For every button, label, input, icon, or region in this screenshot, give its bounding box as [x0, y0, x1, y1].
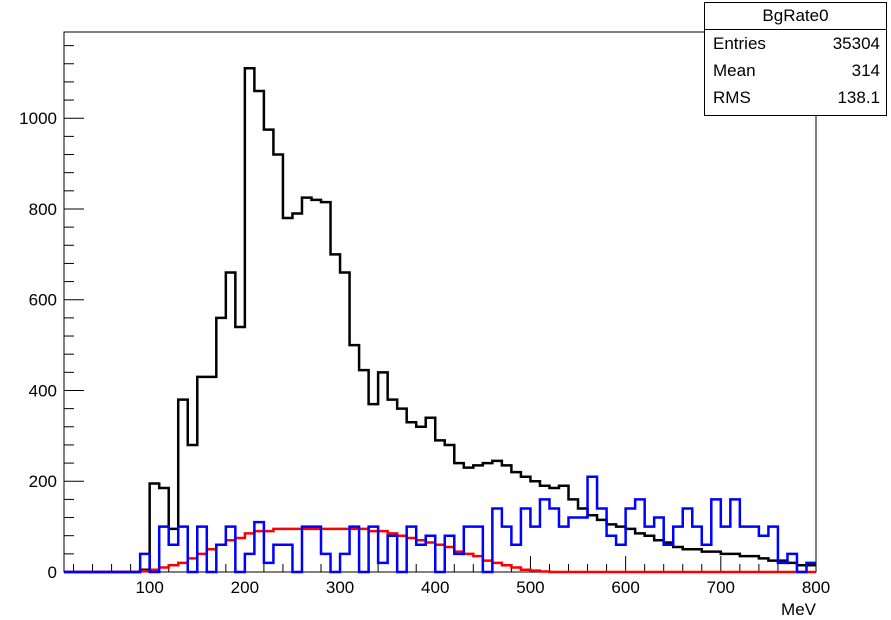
x-tick-label: 400: [421, 578, 449, 597]
stats-label: Mean: [713, 61, 756, 80]
stats-row-rms: RMS 138.1: [705, 84, 886, 111]
stats-label: RMS: [713, 88, 751, 107]
y-tick-label: 800: [29, 200, 57, 219]
x-tick-label: 200: [231, 578, 259, 597]
x-tick-label: 500: [516, 578, 544, 597]
x-tick-label: 700: [707, 578, 735, 597]
plot-frame: [63, 31, 817, 573]
x-axis-title: MeV: [781, 600, 817, 619]
stats-row-entries: Entries 35304: [705, 30, 886, 57]
y-tick-label: 1000: [19, 109, 57, 128]
x-tick-label: 100: [135, 578, 163, 597]
stats-title: BgRate0: [705, 3, 886, 30]
x-tick-label: 300: [326, 578, 354, 597]
y-tick-label: 600: [29, 291, 57, 310]
y-tick-label: 400: [29, 381, 57, 400]
x-tick-label: 600: [611, 578, 639, 597]
x-tick-label: 800: [802, 578, 830, 597]
stats-value: 314: [851, 61, 880, 80]
stats-box: BgRate0 Entries 35304 Mean 314 RMS 138.1: [704, 2, 887, 116]
series-layer: [64, 67, 816, 574]
stats-value: 138.1: [837, 88, 880, 107]
axis-tick-labels: 100 200 300 400 500 600 700 800 0 200 400 600 800 100…: [19, 109, 830, 597]
stats-row-mean: Mean 314: [705, 57, 886, 84]
y-tick-label: 200: [29, 472, 57, 491]
y-tick-label: 0: [48, 563, 57, 582]
stats-label: Entries: [713, 34, 766, 53]
stats-value: 35304: [832, 34, 880, 53]
histogram-series-2: [64, 475, 816, 574]
